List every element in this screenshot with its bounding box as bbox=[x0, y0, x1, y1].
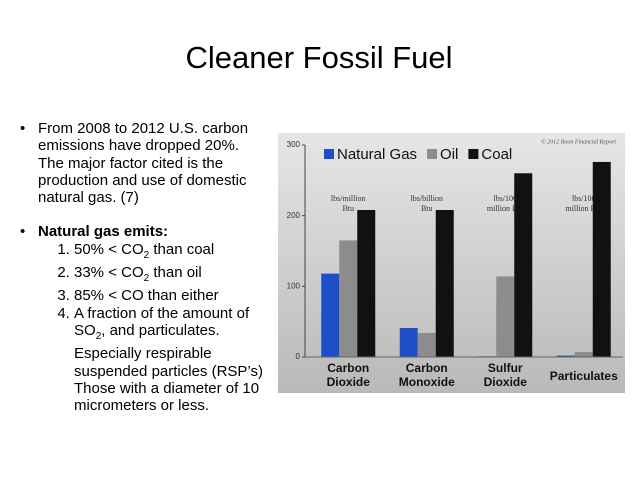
bullet: Natural gas emits:50% < CO2 than coal33%… bbox=[20, 223, 268, 414]
list-item: 33% < CO2 than oil bbox=[74, 264, 268, 287]
bullet-text: Natural gas emits: bbox=[38, 223, 169, 241]
item-text: than oil bbox=[149, 264, 202, 282]
bar bbox=[399, 328, 418, 357]
item-text: than coal bbox=[149, 240, 215, 258]
bar bbox=[592, 161, 611, 357]
bullet-text: From 2008 to 2012 U.S. carbon emissions … bbox=[38, 120, 249, 207]
bar bbox=[435, 210, 454, 357]
x-tick-label: Carbon Monoxide bbox=[399, 361, 455, 389]
chart: © 2012 Boon Financial Report 0 100 200 300 N… bbox=[278, 133, 625, 393]
item-text: 50% < CO bbox=[74, 240, 144, 258]
unit-label: million Btu bbox=[487, 204, 524, 213]
bar bbox=[321, 273, 340, 357]
unit-label: Btu bbox=[342, 204, 354, 213]
y-tick-label: 0 bbox=[296, 352, 301, 361]
legend-swatch bbox=[468, 149, 479, 159]
bar bbox=[556, 355, 575, 357]
list-item: 85% < CO than either bbox=[74, 287, 268, 304]
unit-label: million Btu bbox=[565, 204, 602, 213]
list-item: 50% < CO2 than coal bbox=[74, 241, 268, 264]
chart-source: © 2012 Boon Financial Report bbox=[541, 138, 616, 145]
unit-label: lbs/million bbox=[331, 194, 366, 203]
item-text: 85% < CO than either bbox=[74, 287, 219, 305]
bar bbox=[514, 173, 533, 357]
unit-label: lbs/100 bbox=[493, 194, 517, 203]
bullet: From 2008 to 2012 U.S. carbon emissions … bbox=[20, 120, 268, 206]
bar bbox=[496, 276, 515, 357]
subscript: 2 bbox=[143, 249, 150, 261]
y-tick-label: 300 bbox=[287, 140, 301, 149]
unit-label: Btu bbox=[421, 204, 433, 213]
subscript: 2 bbox=[143, 273, 150, 285]
legend-label: Natural Gas bbox=[337, 146, 417, 163]
item-text: 33% < CO bbox=[74, 264, 144, 282]
unit-label: lbs/billion bbox=[411, 194, 443, 203]
item-text: , and particulates. Especially respirabl… bbox=[74, 321, 263, 415]
legend-label: Coal bbox=[481, 146, 512, 163]
legend-label: Oil bbox=[440, 146, 458, 163]
legend-swatch bbox=[324, 149, 334, 159]
subscript: 2 bbox=[95, 330, 102, 342]
y-tick-label: 200 bbox=[287, 211, 301, 220]
y-tick-label: 100 bbox=[287, 281, 301, 290]
slide-title: Cleaner Fossil Fuel bbox=[185, 40, 453, 75]
x-tick-label: Particulates bbox=[550, 369, 618, 383]
bar bbox=[357, 210, 376, 357]
item-text: A fraction of the amount of SO bbox=[74, 304, 250, 339]
bar bbox=[417, 332, 436, 357]
unit-label: lbs/100 bbox=[572, 194, 596, 203]
bar bbox=[339, 240, 358, 357]
list-item: A fraction of the amount of SO2, and par… bbox=[74, 305, 268, 415]
x-tick-label: Carbon Dioxide bbox=[327, 361, 371, 389]
x-tick-label: Sulfur Dioxide bbox=[484, 361, 528, 389]
slide-text: From 2008 to 2012 U.S. carbon emissions … bbox=[20, 120, 268, 431]
legend-swatch bbox=[427, 149, 438, 159]
bar bbox=[574, 352, 593, 357]
list: 50% < CO2 than coal33% < CO2 than oil85%… bbox=[38, 241, 268, 415]
